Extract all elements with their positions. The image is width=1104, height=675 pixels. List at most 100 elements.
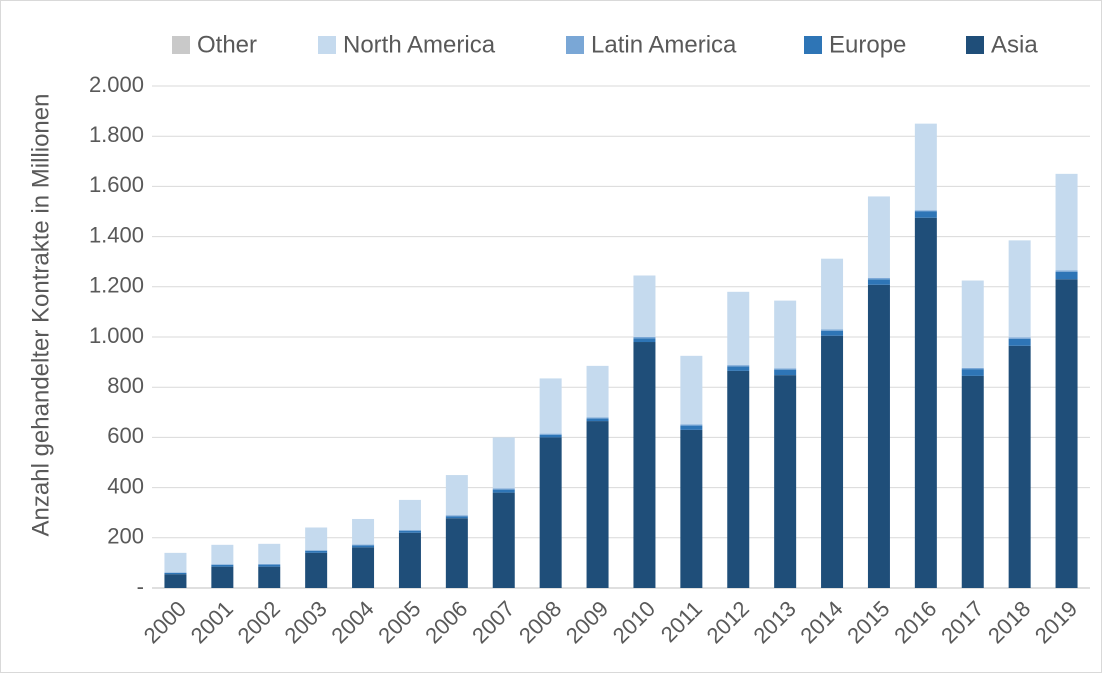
bar-segment <box>539 378 562 434</box>
bar-segment <box>398 532 421 588</box>
bar-segment <box>1008 345 1031 588</box>
bar-segment <box>492 437 515 489</box>
legend-swatch <box>318 36 336 54</box>
bar-segment <box>305 552 328 588</box>
bar-segment <box>305 527 328 551</box>
bar-segment <box>680 425 703 430</box>
bar-segment <box>633 337 656 339</box>
bar-segment <box>961 375 984 588</box>
y-axis-label: Anzahl gehandelter Kontrakte in Millione… <box>27 94 54 537</box>
bar-segment <box>727 366 750 371</box>
bar-segment <box>1055 271 1078 280</box>
y-tick-label: 1.000 <box>89 323 144 348</box>
bar-segment <box>914 217 937 588</box>
y-tick-label: 1.200 <box>89 273 144 298</box>
bar-segment <box>211 564 234 565</box>
bar-segment <box>352 544 375 546</box>
bar-segment <box>258 563 281 565</box>
legend-label: Asia <box>991 31 1038 58</box>
bar-segment <box>164 572 187 575</box>
bar-segment <box>1055 270 1078 272</box>
bar-segment <box>586 417 609 419</box>
y-tick-label: 2.000 <box>89 72 144 97</box>
y-tick-label: 200 <box>107 524 144 549</box>
legend-swatch <box>172 36 190 54</box>
bar-segment <box>961 367 984 370</box>
bar-segment <box>492 492 515 588</box>
bar-segment <box>164 552 187 573</box>
bar-segment <box>821 329 844 331</box>
bar-segment <box>211 566 234 588</box>
bar-segment <box>914 123 937 211</box>
legend-swatch <box>966 36 984 54</box>
y-tick-label: - <box>137 574 144 599</box>
bar-segment <box>821 258 844 330</box>
bar-segment <box>445 518 468 588</box>
bar-segment <box>727 365 750 367</box>
legend-label: Europe <box>829 31 906 58</box>
legend-swatch <box>804 36 822 54</box>
bar-segment <box>586 421 609 588</box>
y-tick-label: 1.800 <box>89 122 144 147</box>
bar-segment <box>211 564 234 567</box>
bar-segment <box>821 335 844 588</box>
bar-segment <box>398 530 421 533</box>
bar-segment <box>914 211 937 218</box>
bar-segment <box>633 342 656 588</box>
bar-segment <box>914 210 937 212</box>
bar-segment <box>539 437 562 588</box>
bar-segment <box>774 369 797 376</box>
bar-segment <box>586 418 609 422</box>
legend-label: Latin America <box>591 31 737 58</box>
bar-segment <box>539 434 562 438</box>
bar-segment <box>1008 337 1031 339</box>
bar-segment <box>727 291 750 366</box>
bar-segment <box>164 572 187 573</box>
bar-segment <box>867 284 890 588</box>
bar-segment <box>352 547 375 588</box>
bar-segment <box>961 280 984 368</box>
bar-segment <box>867 278 890 280</box>
bar-segment <box>774 300 797 369</box>
bar-segment <box>1008 338 1031 346</box>
bar-segment <box>1055 279 1078 588</box>
bar-segment <box>164 574 187 588</box>
bar-segment <box>352 545 375 548</box>
bar-segment <box>774 375 797 588</box>
bar-segment <box>821 330 844 336</box>
bar-segment <box>539 433 562 435</box>
bar-segment <box>445 475 468 516</box>
bar-segment <box>211 544 234 565</box>
bar-segment <box>492 488 515 490</box>
bar-segment <box>398 499 421 531</box>
y-tick-label: 1.600 <box>89 172 144 197</box>
bar-segment <box>258 564 281 567</box>
legend-swatch <box>566 36 584 54</box>
y-tick-label: 800 <box>107 373 144 398</box>
legend-label: Other <box>197 31 257 58</box>
bar-segment <box>492 489 515 493</box>
bar-segment <box>867 279 890 285</box>
bar-segment <box>867 196 890 279</box>
bar-segment <box>258 566 281 588</box>
bar-segment <box>398 530 421 531</box>
bar-segment <box>445 515 468 517</box>
bar-segment <box>727 370 750 588</box>
bar-segment <box>633 275 656 337</box>
y-tick-label: 400 <box>107 473 144 498</box>
bar-segment <box>680 355 703 425</box>
bar-segment <box>445 516 468 519</box>
bar-segment <box>680 424 703 426</box>
bar-segment <box>258 543 281 564</box>
bar-segment <box>1008 240 1031 338</box>
bar-segment <box>305 550 328 551</box>
bar-segment <box>680 429 703 588</box>
bar-segment <box>774 368 797 370</box>
bar-segment <box>961 369 984 376</box>
legend-label: North America <box>343 31 496 58</box>
bar-segment <box>352 518 375 545</box>
bar-segment <box>633 338 656 343</box>
bar-segment <box>305 550 328 553</box>
